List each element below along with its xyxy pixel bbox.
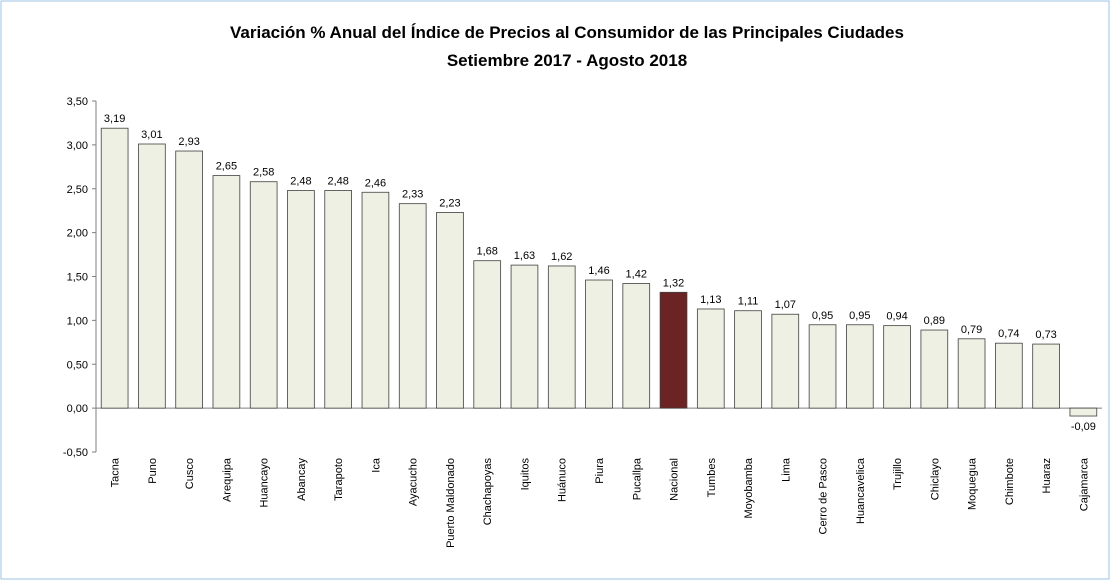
x-tick-label: Arequipa xyxy=(221,457,233,502)
y-tick-label: 0,00 xyxy=(67,403,88,415)
value-label: 3,19 xyxy=(104,113,125,125)
x-tick-label: Trujillo xyxy=(892,458,904,490)
value-label: 0,94 xyxy=(886,311,907,323)
bar xyxy=(473,260,502,409)
value-label: 1,42 xyxy=(626,269,647,281)
x-tick-label: Pucallpa xyxy=(631,457,643,500)
bar xyxy=(547,265,576,409)
y-tick-label: -0,50 xyxy=(63,447,88,459)
x-tick-label: Chimbote xyxy=(1004,458,1016,505)
bar xyxy=(212,175,241,409)
value-label: 2,46 xyxy=(365,177,386,189)
y-tick-label: 3,00 xyxy=(67,140,88,152)
bar xyxy=(696,308,725,409)
x-tick-label: Abancay xyxy=(296,458,308,501)
x-tick-label: Lima xyxy=(780,457,792,482)
x-tick-label: Moyobamba xyxy=(743,457,755,518)
x-tick-label: Tumbes xyxy=(706,458,718,498)
y-tick-label: 3,50 xyxy=(67,96,88,108)
bar xyxy=(920,329,949,409)
bar xyxy=(846,324,874,409)
value-label: -0,09 xyxy=(1071,421,1096,433)
bar xyxy=(287,190,315,409)
bar xyxy=(138,143,166,409)
x-tick-label: Cerro de Pasco xyxy=(818,458,830,534)
bar xyxy=(883,325,911,409)
x-tick-label: Cusco xyxy=(184,458,196,489)
bar xyxy=(249,181,278,409)
value-label: 2,65 xyxy=(216,161,237,173)
bar xyxy=(622,283,651,409)
x-tick-label: Chiclayo xyxy=(929,458,941,500)
bar xyxy=(771,313,800,409)
y-tick-label: 2,00 xyxy=(67,228,88,240)
bar xyxy=(734,310,762,409)
x-tick-label: Chachapoyas xyxy=(482,458,494,526)
x-tick-label: Tacna xyxy=(110,457,122,487)
bar xyxy=(1032,343,1060,409)
value-label: 1,13 xyxy=(700,294,721,306)
value-label: 2,48 xyxy=(327,176,348,188)
value-label: 0,79 xyxy=(961,324,982,336)
chart-subtitle: Setiembre 2017 - Agosto 2018 xyxy=(447,51,687,70)
value-label: 1,32 xyxy=(663,277,684,289)
bar xyxy=(398,203,427,409)
value-label: 0,73 xyxy=(1035,329,1056,341)
value-label: 1,11 xyxy=(738,296,759,308)
value-label: 0,89 xyxy=(924,315,945,327)
value-label: 0,74 xyxy=(998,328,1019,340)
bar xyxy=(659,291,688,409)
value-label: 1,62 xyxy=(551,251,572,263)
x-tick-label: Moquegua xyxy=(967,457,979,510)
x-tick-label: Piura xyxy=(594,457,606,484)
value-label: 2,23 xyxy=(439,197,460,209)
y-tick-label: 1,50 xyxy=(67,272,88,284)
value-label: 2,48 xyxy=(290,176,311,188)
value-label: 2,93 xyxy=(178,136,199,148)
x-tick-label: Puno xyxy=(147,458,159,484)
x-tick-label: Nacional xyxy=(669,458,681,501)
x-tick-label: Huancayo xyxy=(259,458,271,508)
value-label: 1,07 xyxy=(775,299,796,311)
value-label: 1,63 xyxy=(514,250,535,262)
y-tick-label: 0,50 xyxy=(67,359,88,371)
value-label: 0,95 xyxy=(849,310,870,322)
x-tick-label: Ica xyxy=(370,457,382,473)
bar xyxy=(510,264,539,409)
value-label: 1,68 xyxy=(477,246,498,258)
chart-title: Variación % Anual del Índice de Precios … xyxy=(230,23,904,42)
bar xyxy=(957,338,986,409)
x-tick-label: Puerto Maldonado xyxy=(445,458,457,548)
value-label: 2,33 xyxy=(402,189,423,201)
value-label: 2,58 xyxy=(253,167,274,179)
bar xyxy=(361,191,390,409)
bar xyxy=(175,150,203,409)
x-tick-label: Iquitos xyxy=(519,458,531,491)
value-label: 1,46 xyxy=(588,265,609,277)
y-tick-label: 1,00 xyxy=(67,315,88,327)
value-label: 0,95 xyxy=(812,310,833,322)
bar xyxy=(436,212,464,409)
x-tick-label: Tarapoto xyxy=(333,458,345,501)
bar xyxy=(324,190,352,409)
value-label: 3,01 xyxy=(141,129,162,141)
x-tick-label: Huaraz xyxy=(1041,458,1053,493)
bar xyxy=(808,324,837,409)
x-tick-label: Huancavelica xyxy=(855,457,867,524)
bar xyxy=(100,127,129,409)
bar xyxy=(585,279,613,409)
y-tick-label: 2,50 xyxy=(67,184,88,196)
x-tick-label: Ayacucho xyxy=(408,458,420,506)
bar xyxy=(1069,407,1098,417)
x-tick-label: Huánuco xyxy=(557,458,569,502)
bar xyxy=(995,342,1023,409)
x-tick-label: Cajamarca xyxy=(1078,457,1090,511)
